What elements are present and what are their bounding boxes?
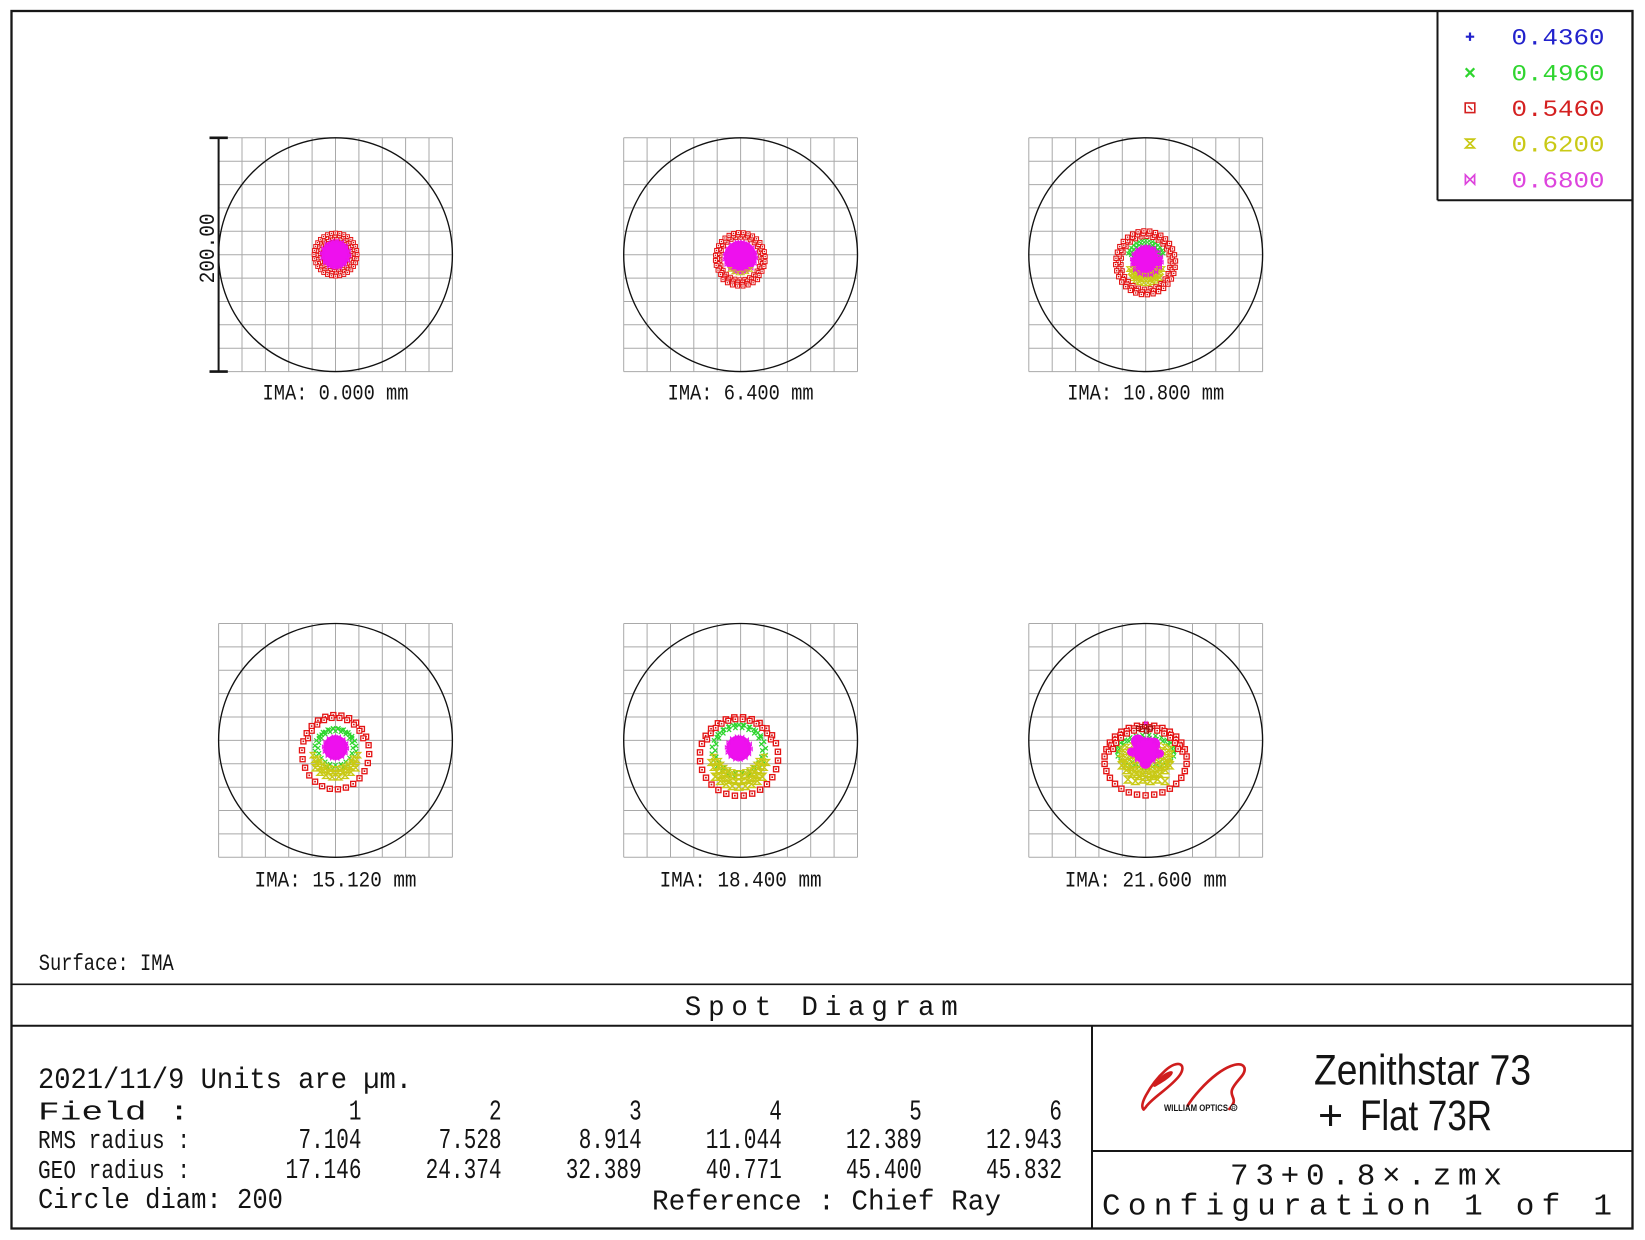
svg-text:7.528: 7.528 [439, 1124, 502, 1157]
svg-text:IMA: 6.400 mm: IMA: 6.400 mm [668, 382, 814, 407]
svg-text:12.389: 12.389 [846, 1124, 922, 1157]
svg-text:R: R [1232, 1106, 1236, 1112]
svg-text:11.044: 11.044 [706, 1124, 782, 1157]
svg-text:40.771: 40.771 [706, 1154, 782, 1187]
svg-text:RMS radius :: RMS radius : [38, 1127, 190, 1156]
svg-text:IMA: 21.600 mm: IMA: 21.600 mm [1065, 869, 1227, 894]
svg-text:7.104: 7.104 [299, 1124, 362, 1157]
svg-text:0.4360: 0.4360 [1512, 26, 1605, 52]
svg-text:Flat 73R: Flat 73R [1360, 1092, 1492, 1140]
svg-text:45.400: 45.400 [846, 1154, 922, 1187]
svg-text:IMA: 0.000 mm: IMA: 0.000 mm [263, 382, 409, 407]
svg-text:IMA: 18.400 mm: IMA: 18.400 mm [660, 869, 822, 894]
svg-text:Reference : Chief Ray: Reference : Chief Ray [652, 1186, 1001, 1219]
svg-text:IMA: 10.800 mm: IMA: 10.800 mm [1067, 382, 1224, 407]
svg-text:Zenithstar 73: Zenithstar 73 [1314, 1047, 1531, 1095]
svg-text:Surface: IMA: Surface: IMA [39, 951, 174, 977]
svg-text:0.6800: 0.6800 [1512, 169, 1605, 195]
svg-text:+: + [1318, 1092, 1343, 1140]
svg-text:24.374: 24.374 [426, 1154, 502, 1187]
svg-text:8.914: 8.914 [579, 1124, 642, 1157]
svg-text:12.943: 12.943 [986, 1124, 1062, 1157]
svg-text:45.832: 45.832 [986, 1154, 1062, 1187]
svg-text:0.6200: 0.6200 [1512, 133, 1605, 159]
svg-text:GEO radius :: GEO radius : [38, 1157, 190, 1186]
svg-text:Field :: Field : [38, 1098, 190, 1127]
svg-text:2: 2 [489, 1095, 502, 1128]
svg-text:5: 5 [909, 1095, 922, 1128]
svg-text:17.146: 17.146 [286, 1154, 362, 1187]
svg-text:IMA: 15.120 mm: IMA: 15.120 mm [255, 869, 417, 894]
svg-text:Circle diam: 200: Circle diam: 200 [38, 1184, 283, 1217]
svg-text:2021/11/9 Units are µm.: 2021/11/9 Units are µm. [38, 1064, 412, 1098]
svg-text:0.5460: 0.5460 [1512, 97, 1605, 123]
svg-text:1: 1 [349, 1095, 362, 1128]
svg-text:4: 4 [769, 1095, 782, 1128]
svg-text:WILLIAM OPTICS: WILLIAM OPTICS [1164, 1103, 1228, 1114]
svg-text:6: 6 [1049, 1095, 1062, 1128]
svg-text:3: 3 [629, 1095, 642, 1128]
svg-text:32.389: 32.389 [566, 1154, 642, 1187]
svg-text:0.4960: 0.4960 [1512, 62, 1605, 88]
svg-text:200.00: 200.00 [196, 213, 221, 283]
